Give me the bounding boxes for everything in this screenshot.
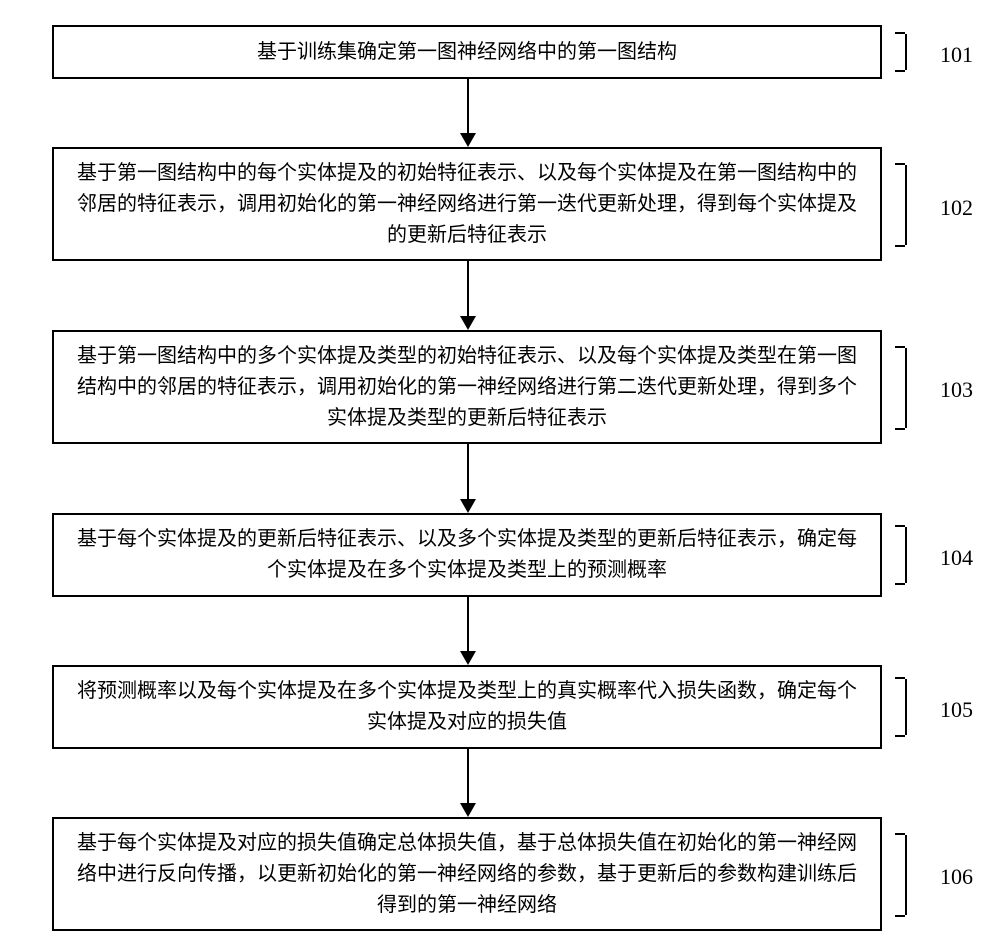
brace-102 [895,163,907,247]
flow-step-text: 基于第一图结构中的多个实体提及类型的初始特征表示、以及每个实体提及类型在第一图结… [76,341,858,434]
flow-step-104: 基于每个实体提及的更新后特征表示、以及多个实体提及类型的更新后特征表示，确定每个… [52,513,882,597]
flow-step-103: 基于第一图结构中的多个实体提及类型的初始特征表示、以及每个实体提及类型在第一图结… [52,330,882,444]
step-label-101: 101 [940,42,973,68]
brace-106 [895,833,907,917]
step-label-106: 106 [940,864,973,890]
flow-step-text: 基于第一图结构中的每个实体提及的初始特征表示、以及每个实体提及在第一图结构中的邻… [76,158,858,251]
step-label-102: 102 [940,195,973,221]
brace-104 [895,525,907,585]
brace-105 [895,677,907,737]
flow-step-text: 基于每个实体提及的更新后特征表示、以及多个实体提及类型的更新后特征表示，确定每个… [76,524,858,586]
arrow-104-105 [467,597,469,665]
flow-step-105: 将预测概率以及每个实体提及在多个实体提及类型上的真实概率代入损失函数，确定每个实… [52,665,882,749]
flow-step-text: 基于训练集确定第一图神经网络中的第一图结构 [257,37,677,68]
brace-101 [895,32,907,72]
flow-step-text: 基于每个实体提及对应的损失值确定总体损失值，基于总体损失值在初始化的第一神经网络… [76,828,858,921]
brace-103 [895,346,907,430]
step-label-104: 104 [940,545,973,571]
arrow-105-106 [467,749,469,817]
flowchart-canvas: 基于训练集确定第一图神经网络中的第一图结构 101 基于第一图结构中的每个实体提… [0,0,1000,943]
flow-step-101: 基于训练集确定第一图神经网络中的第一图结构 [52,25,882,79]
arrow-103-104 [467,444,469,513]
flow-step-106: 基于每个实体提及对应的损失值确定总体损失值，基于总体损失值在初始化的第一神经网络… [52,817,882,931]
flow-step-text: 将预测概率以及每个实体提及在多个实体提及类型上的真实概率代入损失函数，确定每个实… [76,676,858,738]
step-label-103: 103 [940,377,973,403]
arrow-102-103 [467,261,469,330]
flow-step-102: 基于第一图结构中的每个实体提及的初始特征表示、以及每个实体提及在第一图结构中的邻… [52,147,882,261]
arrow-101-102 [467,79,469,147]
step-label-105: 105 [940,697,973,723]
